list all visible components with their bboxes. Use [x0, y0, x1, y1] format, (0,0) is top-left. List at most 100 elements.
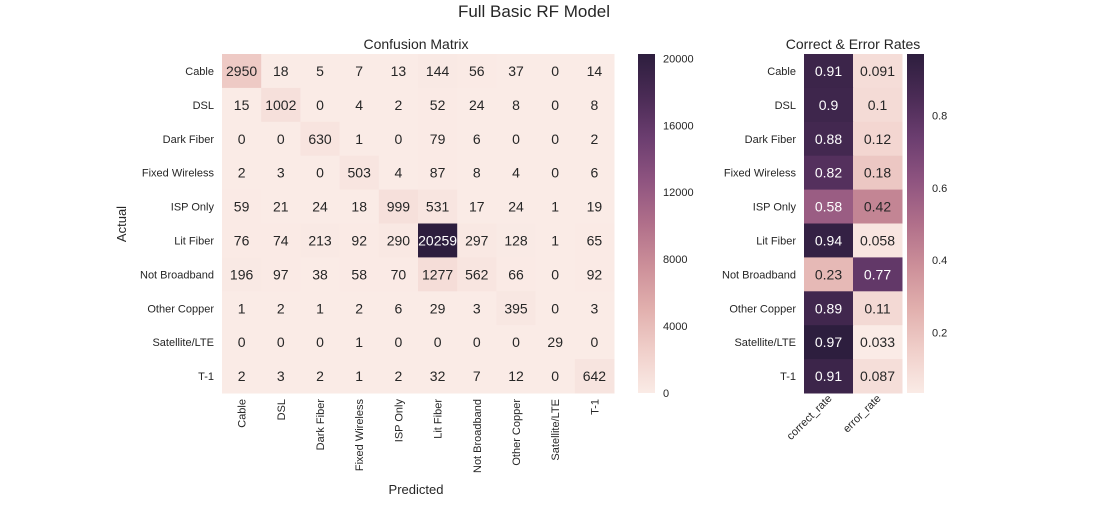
- cell-value-label: 4: [395, 165, 403, 181]
- y-tick-label: Dark Fiber: [745, 134, 797, 146]
- cell-value-label: 0: [434, 334, 442, 350]
- colorbar-tick-label: 16000: [663, 120, 694, 132]
- cell-value-label: 8: [512, 97, 520, 113]
- cell-value-label: 74: [273, 232, 289, 248]
- heatmap-cell: [804, 189, 854, 224]
- heatmap-cell: [496, 359, 537, 394]
- y-tick-label: DSL: [193, 100, 214, 112]
- cell-value-label: 24: [508, 199, 524, 215]
- cell-value-label: 19: [587, 199, 603, 215]
- cell-value-label: 1277: [422, 266, 453, 282]
- heatmap-cell: [378, 291, 419, 326]
- cell-value-label: 0: [316, 97, 324, 113]
- cell-value-label: 3: [591, 300, 599, 316]
- y-tick-label: Fixed Wireless: [142, 168, 215, 180]
- cell-value-label: 0.97: [815, 334, 842, 350]
- heatmap-cell: [339, 223, 380, 258]
- cell-value-label: 3: [277, 368, 285, 384]
- heatmap-cell: [457, 257, 497, 292]
- cell-value-label: 0: [316, 334, 324, 350]
- heatmap-cell: [418, 189, 458, 224]
- cell-value-label: 0: [551, 165, 559, 181]
- heatmap-cell: [418, 325, 458, 360]
- heatmap-cell: [574, 257, 615, 292]
- colorbar-tick-label: 20000: [663, 53, 694, 65]
- heatmap-cell: [261, 223, 301, 258]
- colorbar-tick-label: 4000: [663, 321, 687, 333]
- heatmap-cell: [853, 257, 903, 292]
- cell-value-label: 213: [308, 232, 332, 248]
- cell-value-label: 290: [387, 232, 411, 248]
- cell-value-label: 1: [238, 300, 246, 316]
- heatmap-cell: [339, 325, 380, 360]
- cell-value-label: 4: [355, 97, 363, 113]
- cell-value-label: 21: [273, 199, 289, 215]
- heatmap-cell: [300, 359, 341, 394]
- cell-value-label: 97: [273, 266, 289, 282]
- y-tick-label: Other Copper: [729, 303, 796, 315]
- cell-value-label: 0.82: [815, 165, 842, 181]
- cell-value-label: 7: [355, 63, 363, 79]
- heatmap-cell: [535, 189, 576, 224]
- heatmap-cell: [574, 291, 615, 326]
- heatmap-cell: [222, 359, 262, 394]
- heatmap-cell: [496, 257, 537, 292]
- heatmap-cell: [261, 257, 301, 292]
- cell-value-label: 0: [512, 334, 520, 350]
- cell-value-label: 29: [430, 300, 446, 316]
- heatmap-cell: [378, 155, 419, 191]
- cell-value-label: 2: [238, 165, 246, 181]
- heatmap-cell: [457, 223, 497, 258]
- cell-value-label: 37: [508, 63, 524, 79]
- y-tick-label: ISP Only: [171, 202, 215, 214]
- cell-value-label: 70: [391, 266, 407, 282]
- colorbar-tick-label: 12000: [663, 187, 694, 199]
- heatmap-cell: [418, 155, 458, 191]
- x-tick-label: Not Broadband: [472, 399, 484, 473]
- cell-value-label: 2: [238, 368, 246, 384]
- cell-value-label: 1: [316, 300, 324, 316]
- y-tick-label: T-1: [198, 371, 214, 383]
- heatmap-cell: [418, 223, 458, 258]
- heatmap-cell: [457, 54, 497, 89]
- heatmap-cell: [804, 359, 854, 394]
- heatmap-cell: [574, 359, 615, 394]
- cell-value-label: 24: [312, 199, 328, 215]
- y-tick-label: Satellite/LTE: [152, 337, 214, 349]
- colorbar-tick-label: 0: [663, 388, 669, 400]
- x-tick-label: Fixed Wireless: [354, 399, 366, 472]
- cell-value-label: 0: [395, 334, 403, 350]
- cell-value-label: 24: [469, 97, 485, 113]
- heatmap-cell: [853, 121, 903, 157]
- heatmap-cell: [457, 121, 497, 157]
- cell-value-label: 0: [238, 334, 246, 350]
- heatmap-cell: [261, 87, 301, 123]
- cell-value-label: 15: [234, 97, 250, 113]
- y-tick-label: Dark Fiber: [163, 134, 215, 146]
- cell-value-label: 8: [473, 165, 481, 181]
- heatmap-cell: [378, 189, 419, 224]
- heatmap-cell: [535, 54, 576, 89]
- heatmap-cell: [457, 87, 497, 123]
- cell-value-label: 0.18: [864, 165, 891, 181]
- heatmap-cell: [339, 291, 380, 326]
- heatmap-cell: [496, 155, 537, 191]
- cell-value-label: 0: [551, 97, 559, 113]
- cell-value-label: 7: [473, 368, 481, 384]
- heatmap-cell: [418, 121, 458, 157]
- cell-value-label: 0: [551, 63, 559, 79]
- cell-value-label: 17: [469, 199, 485, 215]
- heatmap-cell: [261, 189, 301, 224]
- heatmap-cell: [222, 54, 262, 89]
- cell-value-label: 59: [234, 199, 250, 215]
- heatmap-cell: [804, 325, 854, 360]
- heatmap-cell: [804, 121, 854, 157]
- heatmap-cell: [378, 121, 419, 157]
- heatmap-cell: [378, 87, 419, 123]
- heatmap-cell: [222, 189, 262, 224]
- colorbar-gradient: [638, 54, 655, 393]
- cell-value-label: 2: [395, 368, 403, 384]
- cell-value-label: 18: [273, 63, 289, 79]
- heatmap-cell: [804, 87, 854, 123]
